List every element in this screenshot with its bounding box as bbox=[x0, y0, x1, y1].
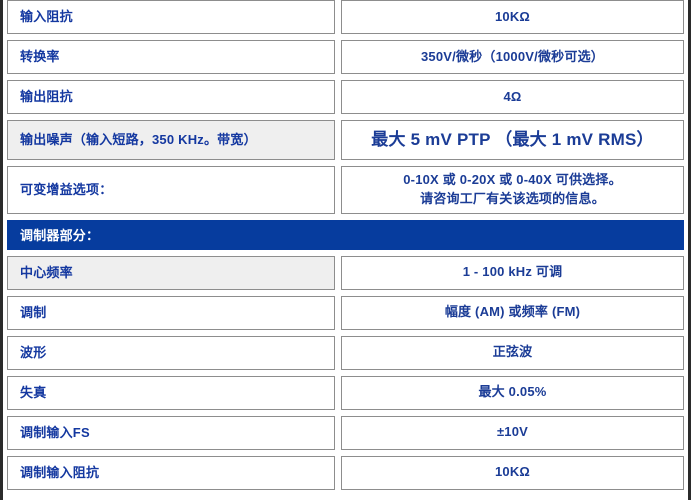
spec-value-text: 0-10X 或 0-20X 或 0-40X 可供选择。 请咨询工厂有关该选项的信… bbox=[403, 172, 622, 206]
spec-value-cell: 幅度 (AM) 或频率 (FM) bbox=[341, 295, 684, 330]
spec-label-text: 输入阻抗 bbox=[20, 9, 73, 25]
spec-label-cell: 中心频率 bbox=[7, 255, 335, 290]
spec-label-cell: 输出阻抗 bbox=[7, 80, 335, 114]
spec-value-cell: ±10V bbox=[341, 415, 684, 450]
table-row: 波形 正弦波 bbox=[7, 335, 684, 370]
section-banner-modulator: 调制器部分： bbox=[7, 219, 684, 250]
spec-label-cell: 转换率 bbox=[7, 40, 335, 74]
spec-value-text: 10KΩ bbox=[494, 8, 531, 24]
table-row: 可变增益选项： 0-10X 或 0-20X 或 0-40X 可供选择。 请咨询工厂… bbox=[7, 166, 684, 214]
spec-value-text: 4Ω bbox=[503, 88, 522, 104]
spec-value-cell: 正弦波 bbox=[341, 335, 684, 370]
spec-value-text: 最大 5 mV PTP （最大 1 mV RMS） bbox=[371, 129, 654, 149]
table-row: 输出阻抗 4Ω bbox=[7, 80, 684, 114]
spec-label-cell: 输入阻抗 bbox=[7, 0, 335, 34]
spec-label-text: 调制输入FS bbox=[20, 424, 90, 440]
spec-value-text: 10KΩ bbox=[494, 464, 531, 480]
table-row: 调制输入FS ±10V bbox=[7, 415, 684, 450]
table-row: 调制 幅度 (AM) 或频率 (FM) bbox=[7, 295, 684, 330]
spec-label-text: 调制 bbox=[20, 304, 47, 320]
spec-label-text: 中心频率 bbox=[20, 264, 73, 280]
spec-value-text: 正弦波 bbox=[492, 344, 533, 360]
spec-label-cell: 调制输入阻抗 bbox=[7, 455, 335, 490]
spec-label-text: 波形 bbox=[20, 344, 47, 360]
table-row: 中心频率 1 - 100 kHz 可调 bbox=[7, 255, 684, 290]
amplifier-spec-group: 输入阻抗 10KΩ 转换率 350V/微秒（1000V/微秒可选） 输出阻抗 4Ω 输出噪声… bbox=[7, 0, 684, 214]
spec-value-cell: 10KΩ bbox=[341, 455, 684, 490]
table-row: 输入阻抗 10KΩ bbox=[7, 0, 684, 34]
table-row: 转换率 350V/微秒（1000V/微秒可选） bbox=[7, 40, 684, 74]
spec-value-cell: 1 - 100 kHz 可调 bbox=[341, 255, 684, 290]
spec-label-cell: 调制 bbox=[7, 295, 335, 330]
spec-label-cell: 可变增益选项： bbox=[7, 166, 335, 214]
spec-value-text: 幅度 (AM) 或频率 (FM) bbox=[444, 304, 581, 320]
spec-value-cell: 最大 5 mV PTP （最大 1 mV RMS） bbox=[341, 120, 684, 160]
spec-label-cell: 波形 bbox=[7, 335, 335, 370]
spec-value-text: 1 - 100 kHz 可调 bbox=[462, 264, 563, 280]
table-row: 输出噪声（输入短路，350 KHz。带宽） 最大 5 mV PTP （最大 1 m… bbox=[7, 120, 684, 160]
spec-label-text: 可变增益选项： bbox=[20, 182, 113, 198]
modulator-spec-group: 中心频率 1 - 100 kHz 可调调制 幅度 (AM) 或频率 (FM) 波形 正弦… bbox=[7, 255, 684, 490]
spec-label-text: 调制输入阻抗 bbox=[20, 464, 100, 480]
spec-label-text: 失真 bbox=[20, 384, 47, 400]
spec-value-cell: 350V/微秒（1000V/微秒可选） bbox=[341, 40, 684, 74]
spec-label-text: 转换率 bbox=[20, 49, 60, 65]
spec-label-cell: 失真 bbox=[7, 375, 335, 410]
spec-value-text: 最大 0.05% bbox=[478, 384, 547, 400]
table-row: 失真 最大 0.05% bbox=[7, 375, 684, 410]
section-banner-label: 调制器部分： bbox=[20, 228, 100, 244]
spec-value-cell: 最大 0.05% bbox=[341, 375, 684, 410]
spec-value-text: 350V/微秒（1000V/微秒可选） bbox=[421, 48, 604, 64]
spec-label-cell: 输出噪声（输入短路，350 KHz。带宽） bbox=[7, 120, 335, 160]
spec-value-cell: 4Ω bbox=[341, 80, 684, 114]
spec-label-text: 输出阻抗 bbox=[20, 89, 73, 105]
spec-label-text: 输出噪声（输入短路，350 KHz。带宽） bbox=[20, 132, 257, 148]
spec-label-cell: 调制输入FS bbox=[7, 415, 335, 450]
spec-value-text: ±10V bbox=[496, 424, 529, 440]
table-row: 调制输入阻抗 10KΩ bbox=[7, 455, 684, 490]
spec-value-cell: 10KΩ bbox=[341, 0, 684, 34]
spec-value-cell: 0-10X 或 0-20X 或 0-40X 可供选择。 请咨询工厂有关该选项的信… bbox=[341, 166, 684, 214]
